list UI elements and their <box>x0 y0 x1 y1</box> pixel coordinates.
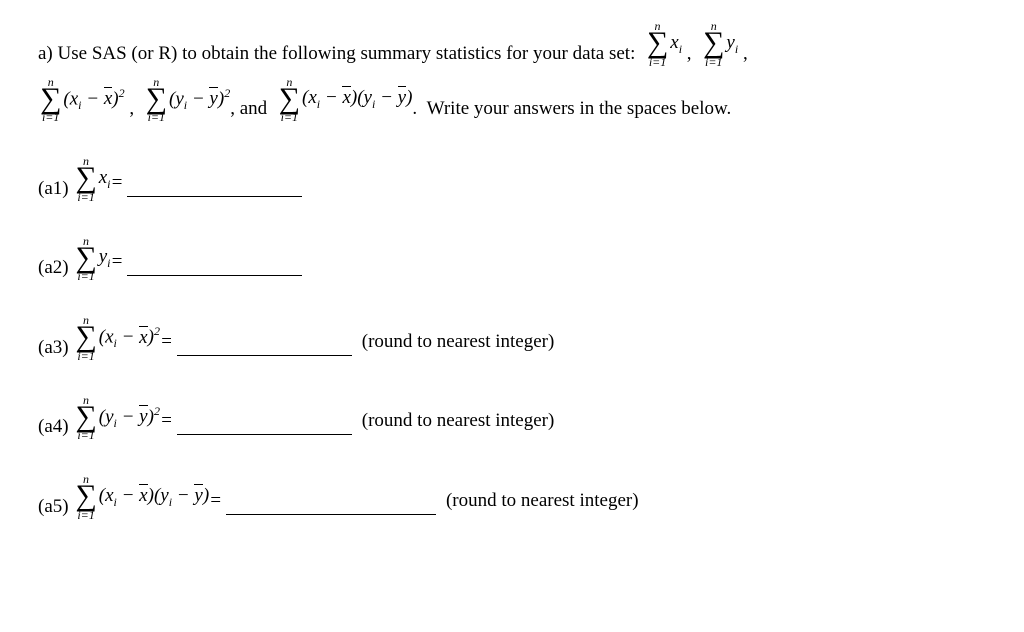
and-text: , and <box>230 96 267 123</box>
sigma-icon: n ∑ i=1 <box>75 473 96 521</box>
sum-y: n ∑ i=1 yi <box>701 20 738 68</box>
round-note: (round to nearest integer) <box>362 329 555 356</box>
question-a4: (a4) n ∑ i=1 (yi − y)2 = (round to neare… <box>38 394 986 442</box>
sigma-icon: n ∑ i=1 <box>75 235 96 283</box>
a3-label: (a3) <box>38 335 69 362</box>
sum-x: n ∑ i=1 xi <box>645 20 682 68</box>
equals: = <box>209 488 222 515</box>
equals: = <box>111 249 124 276</box>
paren-expr: (xi − x)2 <box>63 85 124 114</box>
yi: yi <box>99 244 111 272</box>
paren-expr: (xi − x)2 <box>99 323 160 352</box>
answer-blank-a1[interactable] <box>127 177 302 197</box>
question-a2: (a2) n ∑ i=1 yi = <box>38 235 986 283</box>
paren-expr: (yi − y)2 <box>99 403 160 432</box>
sigma-icon: n ∑ i=1 <box>75 155 96 203</box>
question-a1: (a1) n ∑ i=1 xi = <box>38 155 986 203</box>
sep-comma: , <box>738 41 748 68</box>
sum-y-ybar-sq: n ∑ i=1 (yi − y)2 <box>73 394 160 442</box>
sep-comma: , <box>125 96 144 123</box>
sum-x-xbar-sq: n ∑ i=1 (xi − x)2 <box>73 314 160 362</box>
yi: yi <box>726 30 738 58</box>
a4-label: (a4) <box>38 414 69 441</box>
xi: xi <box>670 30 682 58</box>
sigma-icon: n ∑ i=1 <box>75 394 96 442</box>
question-a3: (a3) n ∑ i=1 (xi − x)2 = (round to neare… <box>38 314 986 362</box>
paren-expr: (xi − x)(yi − y) <box>99 483 209 511</box>
intro-line-1: a) Use SAS (or R) to obtain the followin… <box>38 20 986 68</box>
sum-x: n ∑ i=1 xi <box>73 155 110 203</box>
round-note: (round to nearest integer) <box>362 408 555 435</box>
sigma-icon: n ∑ i=1 <box>647 20 668 68</box>
xi: xi <box>99 165 111 193</box>
answer-blank-a4[interactable] <box>177 415 352 435</box>
equals: = <box>160 408 173 435</box>
part-label: a) <box>38 41 53 68</box>
paren-expr: (xi − x)(yi − y) <box>302 85 412 113</box>
intro-line-2: n ∑ i=1 (xi − x)2 , n ∑ i=1 (yi − y)2 , … <box>38 76 986 124</box>
a1-label: (a1) <box>38 176 69 203</box>
answer-blank-a5[interactable] <box>226 495 436 515</box>
sum-y: n ∑ i=1 yi <box>73 235 110 283</box>
sigma-icon: n ∑ i=1 <box>40 76 61 124</box>
sum-xy-cross: n ∑ i=1 (xi − x)(yi − y) <box>277 76 413 124</box>
answer-blank-a3[interactable] <box>177 336 352 356</box>
intro-text-1: Use SAS (or R) to obtain the following s… <box>58 41 636 68</box>
sigma-icon: n ∑ i=1 <box>703 20 724 68</box>
intro-text-2: Write your answers in the spaces below. <box>427 96 732 123</box>
sep-comma: , <box>682 41 701 68</box>
sigma-icon: n ∑ i=1 <box>75 314 96 362</box>
sum-y-ybar-sq: n ∑ i=1 (yi − y)2 <box>144 76 231 124</box>
question-a5: (a5) n ∑ i=1 (xi − x)(yi − y) = (round t… <box>38 473 986 521</box>
period: . <box>412 96 426 123</box>
sum-x-xbar-sq: n ∑ i=1 (xi − x)2 <box>38 76 125 124</box>
equals: = <box>111 170 124 197</box>
sum-xy-cross: n ∑ i=1 (xi − x)(yi − y) <box>73 473 209 521</box>
answer-blank-a2[interactable] <box>127 256 302 276</box>
round-note: (round to nearest integer) <box>446 488 639 515</box>
sigma-icon: n ∑ i=1 <box>146 76 167 124</box>
a2-label: (a2) <box>38 255 69 282</box>
paren-expr: (yi − y)2 <box>169 85 230 114</box>
equals: = <box>160 329 173 356</box>
sigma-icon: n ∑ i=1 <box>279 76 300 124</box>
a5-label: (a5) <box>38 494 69 521</box>
